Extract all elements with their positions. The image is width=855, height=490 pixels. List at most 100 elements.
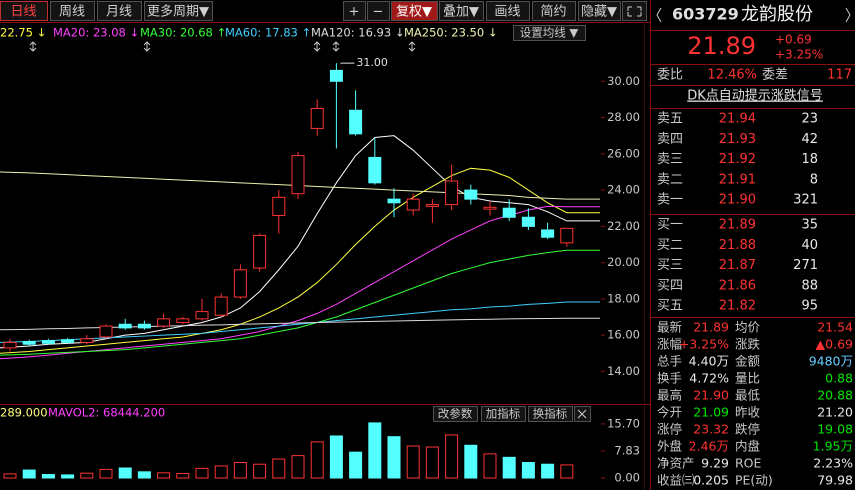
candle-body xyxy=(41,340,55,344)
indicator-button[interactable] xyxy=(528,406,573,422)
ratio-value: 12.46% xyxy=(707,68,757,83)
moving-average-line xyxy=(0,167,600,354)
book-price: 21.87 xyxy=(719,258,756,273)
ma-legend: 22.75 ↓ xyxy=(0,26,46,40)
volume-tick-label: 7.83 xyxy=(614,444,640,458)
volume-bar xyxy=(272,458,286,479)
stat-value: 2.46万 xyxy=(689,439,729,454)
volume-bar xyxy=(137,471,151,479)
ma-settings-button[interactable] xyxy=(513,25,586,41)
candle-body xyxy=(560,227,574,244)
book-label: 买三 xyxy=(657,258,683,273)
book-label: 买一 xyxy=(657,218,683,233)
ma-legend: MA20: 23.08 ↓ xyxy=(53,26,139,40)
annotation-label: 31.00 xyxy=(356,56,388,69)
toolbar-button[interactable] xyxy=(439,1,484,21)
book-volume: 321 xyxy=(793,193,818,208)
y-tick-label: 22.00 xyxy=(607,219,640,233)
toolbar-button[interactable] xyxy=(367,1,390,21)
toolbar-button[interactable] xyxy=(532,1,576,21)
last-price: 21.89 xyxy=(687,32,756,60)
candle-body xyxy=(521,216,535,227)
stat-label: 涨停 xyxy=(657,422,682,437)
stat-label: 昨收 xyxy=(735,405,761,420)
candle-body xyxy=(3,341,17,349)
stat-value: 9.29 xyxy=(701,456,729,471)
price-change: +0.69 xyxy=(775,33,812,47)
toolbar-button[interactable] xyxy=(144,1,213,21)
candle-body xyxy=(387,198,401,204)
book-label: 买五 xyxy=(657,299,683,314)
indicator-button[interactable] xyxy=(481,406,526,422)
book-label: 卖三 xyxy=(657,152,683,167)
candle-body xyxy=(349,109,363,135)
indicator-button[interactable] xyxy=(433,406,478,422)
toolbar-button-label: 更多周期▼ xyxy=(147,4,209,20)
book-label: 买四 xyxy=(657,278,683,293)
book-price: 21.94 xyxy=(719,112,756,127)
y-tick-label: 20.00 xyxy=(607,255,640,269)
book-volume: 23 xyxy=(801,112,818,127)
toolbar-button[interactable] xyxy=(50,1,95,21)
book-label: 卖一 xyxy=(657,193,683,208)
fullscreen-button[interactable] xyxy=(622,1,647,21)
book-label: 买二 xyxy=(657,238,683,253)
volume-bar xyxy=(233,462,247,479)
candle-body xyxy=(253,234,267,269)
event-marker xyxy=(143,41,151,52)
ratio-value: 117 xyxy=(827,68,852,83)
volume-bar xyxy=(80,472,94,479)
toolbar-button[interactable] xyxy=(391,1,438,21)
ma-legend: MA120: 16.93 ↓ xyxy=(311,26,404,40)
candle-body xyxy=(118,323,132,329)
toolbar-button[interactable] xyxy=(343,1,366,21)
stat-label: 今开 xyxy=(657,405,682,420)
candle-body xyxy=(80,338,94,343)
candle-body xyxy=(99,325,113,338)
volume-bar xyxy=(253,463,267,479)
ma-legend: MA60: 17.83 ↑ xyxy=(225,26,311,40)
stat-label: 均价 xyxy=(735,320,761,335)
candle-body xyxy=(195,311,209,320)
volume-bar xyxy=(3,473,17,479)
stat-label: 最新 xyxy=(657,320,682,335)
book-price: 21.88 xyxy=(719,238,756,253)
volume-bar xyxy=(560,464,574,479)
candle-body xyxy=(157,318,171,327)
stat-label: 收益㈢ xyxy=(657,473,695,488)
ma-legend: MA30: 20.68 ↑ xyxy=(140,26,226,40)
signal-link[interactable]: DK点自动提示涨跌信号 xyxy=(687,88,823,104)
volume-bar xyxy=(425,446,439,479)
event-marker xyxy=(313,41,321,52)
book-volume: 8 xyxy=(810,172,818,187)
stat-label: 最高 xyxy=(657,388,682,403)
toolbar-button[interactable] xyxy=(486,1,530,21)
y-tick-label: 30.00 xyxy=(607,74,640,88)
toolbar-button[interactable] xyxy=(97,1,142,21)
stat-value: 4.72% xyxy=(689,371,729,386)
toolbar-button-label: 画线 xyxy=(494,5,520,20)
book-volume: 42 xyxy=(801,132,818,147)
stat-label: 外盘 xyxy=(657,439,682,454)
stat-label: 最低 xyxy=(735,388,761,403)
volume-bar xyxy=(502,456,516,479)
volume-bar xyxy=(291,455,305,479)
y-tick-label: 28.00 xyxy=(607,110,640,124)
book-price: 21.89 xyxy=(719,218,756,233)
candle-body xyxy=(61,339,75,343)
toolbar-button[interactable] xyxy=(0,1,48,21)
ratio-label: 委比 xyxy=(657,68,683,83)
y-tick-label: 16.00 xyxy=(607,328,640,342)
event-marker xyxy=(332,41,340,52)
indicator-button-label: 加指标 xyxy=(486,407,521,421)
toolbar-button[interactable] xyxy=(578,1,621,21)
stat-value: 19.08 xyxy=(817,422,853,437)
volume-bar xyxy=(310,441,324,479)
stat-value: 20.88 xyxy=(817,388,853,403)
book-price: 21.91 xyxy=(719,172,756,187)
candle-body xyxy=(233,269,247,298)
stat-label: 换手 xyxy=(657,371,682,386)
stat-label: 净资产 xyxy=(657,456,695,471)
